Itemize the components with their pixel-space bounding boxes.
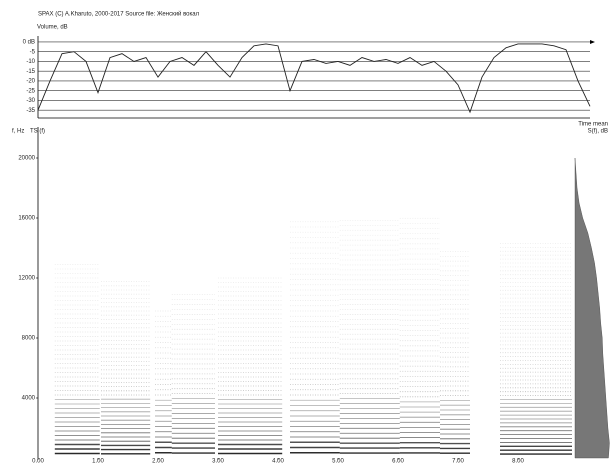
y-tick-label: -30 [26,98,35,104]
x-tick-label: 8.00 [512,459,524,465]
y-tick-label: 12000 [18,276,35,282]
mean-label: S(f), dB [588,129,608,135]
y-tick-label: 0 dB [23,40,35,46]
y-tick-label: -20 [26,79,35,85]
x-tick-label: 3.00 [212,459,224,465]
chart: SPAX (C) A.Kharuto, 2000-2017 Source fil… [0,0,611,465]
x-tick-label: 0.00 [32,459,44,465]
y-tick-label: -5 [30,49,36,55]
y-tick-label: 4000 [22,396,36,402]
volume-title: Volume, dB [37,25,68,31]
page: SPAX (C) A.Kharuto, 2000-2017 Source fil… [0,0,611,465]
y-axis-label: f, Hz [12,129,24,135]
y-tick-label: -35 [26,108,35,114]
y-tick-label: 8000 [22,336,36,342]
y-tick-label: -25 [26,88,35,94]
x-tick-label: 1.00 [92,459,104,465]
mean-label: Time mean [578,122,608,128]
header: SPAX (C) A.Kharuto, 2000-2017 Source fil… [38,11,200,18]
annotation: TS (f) [30,129,45,135]
x-tick-label: 6.00 [392,459,404,465]
x-tick-label: 7.00 [452,459,464,465]
y-tick-label: -15 [26,69,35,75]
y-tick-label: 20000 [18,156,35,162]
y-tick-label: 16000 [18,216,35,222]
y-tick-label: -10 [26,59,35,65]
x-tick-label: 5.00 [332,459,344,465]
x-tick-label: 2.00 [152,459,164,465]
x-tick-label: 4.00 [272,459,284,465]
